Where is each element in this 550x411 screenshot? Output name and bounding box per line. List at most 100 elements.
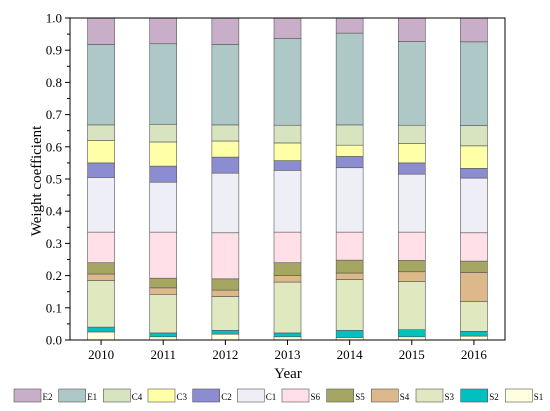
bar-S5-2011 [149, 277, 178, 289]
bar-E1-2012 [211, 44, 240, 126]
bar-C4-2016 [460, 125, 488, 147]
y-tick-label: 1.0 [46, 11, 62, 26]
x-tick-label: 2015 [399, 347, 425, 362]
bar-S4-2015 [397, 271, 426, 282]
legend-label-S2: S2 [489, 392, 499, 402]
bar-S3-2016 [460, 301, 488, 332]
legend-swatch-S5 [326, 388, 355, 403]
y-tick-label: 0.7 [46, 107, 63, 122]
bar-C3-2016 [460, 145, 488, 169]
bar-S2-2014 [335, 330, 364, 338]
bar-E2-2016 [460, 17, 488, 43]
bar-C2-2014 [335, 156, 364, 169]
legend-swatch-C1 [237, 388, 265, 403]
bar-C1-2012 [211, 172, 240, 234]
bar-E2-2010 [87, 17, 115, 45]
bar-S2-2016 [460, 331, 488, 337]
bar-S6-2010 [87, 231, 115, 264]
bar-C3-2014 [335, 144, 364, 157]
x-tick-label: 2010 [88, 347, 114, 362]
bar-C4-2013 [273, 124, 302, 144]
bar-E1-2014 [335, 32, 364, 126]
bar-C4-2014 [335, 124, 364, 146]
bar-E1-2010 [87, 44, 115, 126]
legend-swatch-S1 [504, 388, 533, 403]
legend-label-S4: S4 [400, 392, 410, 402]
bar-S5-2010 [87, 262, 115, 275]
bar-S5-2013 [273, 262, 302, 276]
bar-C1-2016 [460, 177, 488, 234]
bar-C4-2010 [87, 124, 115, 141]
bar-C4-2012 [211, 124, 240, 142]
legend-label-S3: S3 [445, 392, 455, 402]
bar-S6-2016 [460, 232, 488, 262]
bar-S3-2011 [149, 293, 178, 334]
bar-C2-2010 [87, 162, 115, 178]
x-tick-label: 2016 [461, 347, 488, 362]
bar-C3-2015 [397, 143, 426, 164]
bar-C4-2011 [149, 123, 178, 143]
bar-S1-2012 [211, 333, 240, 341]
legend-swatch-S4 [370, 388, 399, 403]
bar-S1-2010 [87, 331, 115, 341]
bar-S5-2012 [211, 278, 240, 291]
y-tick-label: 0.9 [46, 43, 62, 58]
bar-S2-2010 [87, 326, 115, 333]
legend-label-E2: E2 [43, 392, 53, 402]
bar-E1-2011 [149, 43, 178, 125]
y-tick-label: 0.3 [46, 236, 62, 251]
bar-C3-2010 [87, 140, 115, 164]
bar-S6-2012 [211, 232, 240, 280]
legend-label-S1: S1 [534, 392, 544, 402]
bar-C3-2012 [211, 140, 240, 158]
bar-C1-2011 [149, 181, 178, 233]
legend: E2 E1 C4 C3 C2 C1 S6 S5 S4 S3 S2 S1 [13, 388, 544, 403]
legend-swatch-S6 [281, 388, 310, 403]
x-tick-label: 2011 [150, 347, 176, 362]
legend-label-C1: C1 [266, 392, 277, 402]
bar-E1-2015 [397, 41, 426, 126]
bar-E2-2015 [397, 17, 426, 42]
axes-layer: 0.0 0.1 0.2 0.3 0.4 0.5 0.6 0.7 0.8 0.9 1.0 2010 201… [46, 11, 506, 362]
legend-label-E1: E1 [87, 392, 97, 402]
legend-label-C3: C3 [177, 392, 188, 402]
legend-swatch-S3 [415, 388, 444, 403]
y-tick-label: 0.5 [46, 172, 62, 187]
bar-C2-2016 [460, 168, 488, 179]
bar-S6-2013 [273, 231, 302, 264]
bar-S3-2014 [335, 279, 364, 331]
legend-swatch-E1 [58, 388, 87, 403]
bar-E1-2013 [273, 37, 302, 126]
legend-swatch-C3 [147, 388, 176, 403]
bar-S6-2014 [335, 231, 364, 261]
bar-C3-2013 [273, 142, 302, 161]
y-tick-label: 0.4 [46, 204, 63, 219]
y-tick-label: 0.6 [46, 139, 63, 154]
legend-swatch-C4 [103, 388, 131, 403]
bar-S2-2015 [397, 329, 426, 338]
bar-S6-2011 [149, 231, 178, 279]
bar-C4-2015 [397, 124, 426, 144]
bar-S4-2014 [335, 272, 364, 280]
bar-S1-2016 [460, 335, 488, 341]
y-tick-label: 0.1 [46, 300, 62, 315]
bar-S4-2011 [149, 287, 178, 295]
x-tick-label: 2013 [275, 347, 301, 362]
bar-C1-2015 [397, 173, 426, 233]
bar-E2-2011 [149, 17, 178, 45]
bar-C2-2011 [149, 165, 178, 183]
legend-swatch-C2 [192, 388, 220, 403]
bar-C1-2014 [335, 167, 364, 233]
bar-S3-2013 [273, 281, 302, 334]
legend-swatch-E2 [13, 388, 42, 403]
bar-C2-2015 [397, 162, 426, 175]
legend-label-C2: C2 [221, 392, 232, 402]
bar-C1-2010 [87, 177, 115, 233]
bar-S3-2015 [397, 281, 426, 330]
bar-S4-2016 [460, 272, 488, 302]
x-tick-label: 2014 [337, 347, 364, 362]
bar-E1-2016 [460, 41, 488, 126]
legend-label-S6: S6 [311, 392, 321, 402]
bar-S4-2012 [211, 289, 240, 297]
